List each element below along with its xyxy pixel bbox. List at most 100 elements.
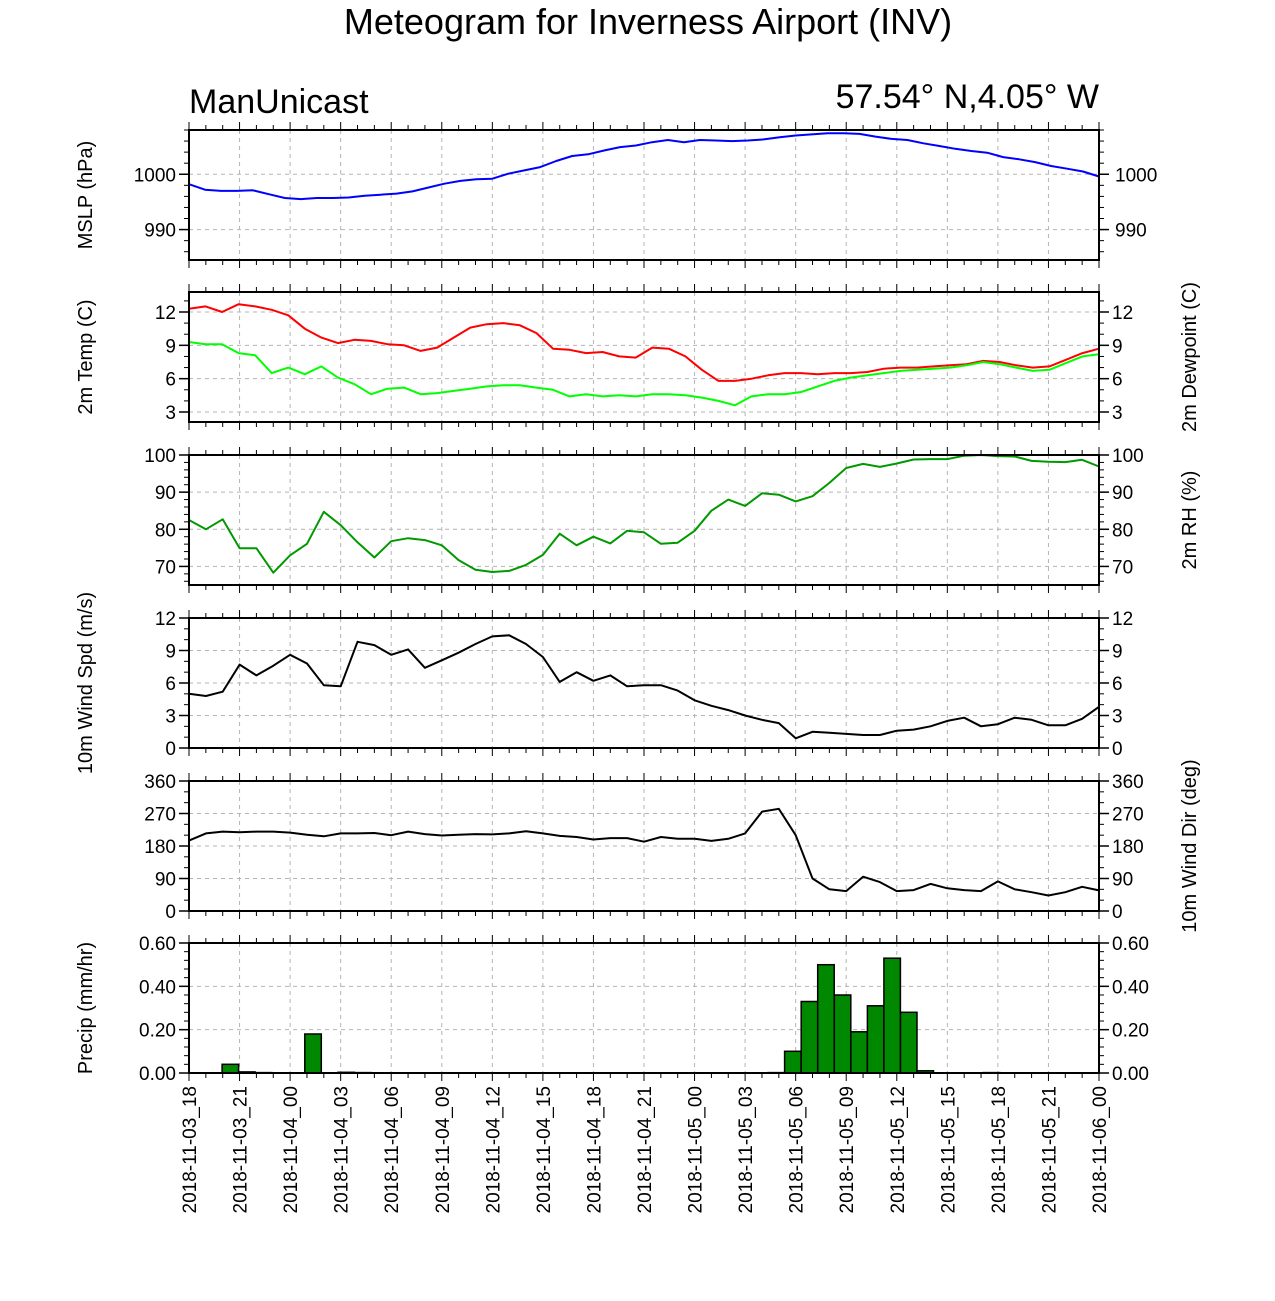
x-tick-label: 2018-11-06_00 [1090,1086,1111,1213]
precip-bar [866,1005,885,1074]
y-tick-label-left: 1000 [134,165,176,186]
y-tick-label-left: 0.20 [139,1021,176,1042]
panel-precip: 0.00 0.20 0.40 0.60 0.00 0.20 0.40 0.60 Precip (… [75,934,1149,1085]
x-tick-label: 2018-11-04_21 [635,1086,656,1213]
y-tick-label-right: 9 [1112,642,1123,663]
y-tick-label-right: 6 [1112,370,1123,391]
x-tick-label: 2018-11-03_21 [231,1086,252,1213]
y-tick-label-left: 0 [165,902,176,923]
x-tick-label: 2018-11-04_03 [332,1086,353,1213]
y-tick-label-left: 3 [165,403,176,424]
panel-mslp: 990 1000 990 1000 MSLP (hPa) [75,122,1157,268]
y-tick-label-left: 0 [165,739,176,760]
precip-ylabel-left: Precip (mm/hr) [75,942,97,1074]
location-coords: 57.54° N,4.05° W [836,78,1099,116]
y-tick-label-left: 180 [144,837,176,858]
precip-bar [783,1050,802,1074]
y-tick-label-right: 90 [1112,483,1133,504]
y-tick-label-right: 270 [1112,805,1144,826]
y-tick-label-left: 0.00 [139,1064,176,1085]
y-tick-label-right: 12 [1112,609,1133,630]
chart-title: Meteogram for Inverness Airport (INV) [344,1,952,42]
panel-wind_dir: 0 90 180 270 360 0 90 180 270 360 10m Wind Dir (de… [144,759,1201,932]
y-tick-label-left: 12 [155,609,176,630]
y-tick-label-left: 270 [144,805,176,826]
y-tick-label-right: 0 [1112,902,1123,923]
temp-series-line-0 [188,303,1100,382]
x-tick-label: 2018-11-05_12 [888,1086,909,1213]
x-tick-label: 2018-11-04_15 [534,1086,555,1213]
y-tick-label-right: 100 [1112,446,1144,467]
x-tick-label: 2018-11-04_09 [433,1086,454,1213]
y-tick-label-right: 1000 [1115,165,1157,186]
precip-bar [800,1000,819,1074]
y-tick-label-right: 360 [1112,772,1144,793]
temp-series-line-1 [188,341,1100,407]
x-tick-label: 2018-11-04_18 [584,1086,605,1213]
wind_speed-ylabel-left: 10m Wind Spd (m/s) [75,592,97,774]
y-tick-label-left: 0.40 [139,977,176,998]
y-tick-label-right: 6 [1112,674,1123,695]
x-tick-label: 2018-11-05_15 [938,1086,959,1213]
x-tick-label: 2018-11-05_00 [686,1086,707,1213]
panel-rh: 70 80 90 100 70 80 90 100 2m RH (%) [144,446,1201,593]
y-tick-label-right: 0.60 [1112,934,1149,955]
x-tick-label: 2018-11-04_06 [382,1086,403,1213]
x-tick-label: 2018-11-05_06 [787,1086,808,1213]
y-tick-label-left: 9 [165,336,176,357]
y-tick-label-left: 990 [144,221,176,242]
y-tick-label-right: 990 [1115,221,1147,242]
y-tick-label-right: 0.20 [1112,1021,1149,1042]
y-tick-label-left: 9 [165,642,176,663]
y-tick-label-right: 0.40 [1112,977,1149,998]
x-tick-label: 2018-11-05_21 [1039,1086,1060,1213]
model-name: ManUnicast [189,83,369,121]
x-tick-label: 2018-11-05_03 [736,1086,757,1213]
y-tick-label-right: 80 [1112,520,1133,541]
y-tick-label-right: 9 [1112,336,1123,357]
y-tick-label-left: 90 [155,870,176,891]
y-tick-label-left: 100 [144,446,176,467]
y-tick-label-right: 3 [1112,403,1123,424]
precip-bar [850,1031,869,1074]
y-tick-label-right: 0 [1112,739,1123,760]
temp-ylabel-left: 2m Temp (C) [75,299,97,414]
y-tick-label-left: 90 [155,483,176,504]
precip-bar [899,1011,918,1074]
y-tick-label-right: 3 [1112,707,1123,728]
mslp-series-line-0 [188,132,1100,201]
y-tick-label-left: 3 [165,707,176,728]
precip-bar [221,1063,240,1074]
panel-temp: 3 6 9 12 3 6 9 12 2m Temp (C) 2m Dewpoint (C) [75,282,1201,432]
mslp-ylabel-left: MSLP (hPa) [75,141,97,250]
temp-ylabel-right: 2m Dewpoint (C) [1179,282,1201,432]
precip-bar [833,994,852,1074]
y-tick-label-left: 6 [165,674,176,695]
x-axis: 2018-11-03_18 2018-11-03_21 2018-11-04_00 2… [180,1086,1111,1213]
wind_dir-series-line-0 [188,807,1100,897]
precip-bar [304,1033,323,1074]
wind_speed-series-line-0 [188,634,1100,740]
y-tick-label-left: 70 [155,557,176,578]
rh-series-line-0 [188,454,1100,574]
y-tick-label-right: 0.00 [1112,1064,1149,1085]
y-tick-label-left: 360 [144,772,176,793]
y-tick-label-left: 12 [155,303,176,324]
precip-bar [816,963,835,1074]
y-tick-label-right: 70 [1112,557,1133,578]
rh-ylabel-right: 2m RH (%) [1179,471,1201,570]
x-tick-label: 2018-11-03_18 [180,1086,201,1213]
panel-wind_speed: 0 3 6 9 12 0 3 6 9 12 10m Wind Spd (m/s) [75,592,1133,774]
y-tick-label-left: 0.60 [139,934,176,955]
y-tick-label-right: 90 [1112,870,1133,891]
y-tick-label-left: 80 [155,520,176,541]
y-tick-label-left: 6 [165,370,176,391]
x-tick-label: 2018-11-04_12 [483,1086,504,1213]
x-tick-label: 2018-11-05_09 [837,1086,858,1213]
x-tick-label: 2018-11-05_18 [989,1086,1010,1213]
precip-bar [883,957,902,1074]
y-tick-label-right: 180 [1112,837,1144,858]
wind_dir-ylabel-right: 10m Wind Dir (deg) [1179,759,1201,932]
